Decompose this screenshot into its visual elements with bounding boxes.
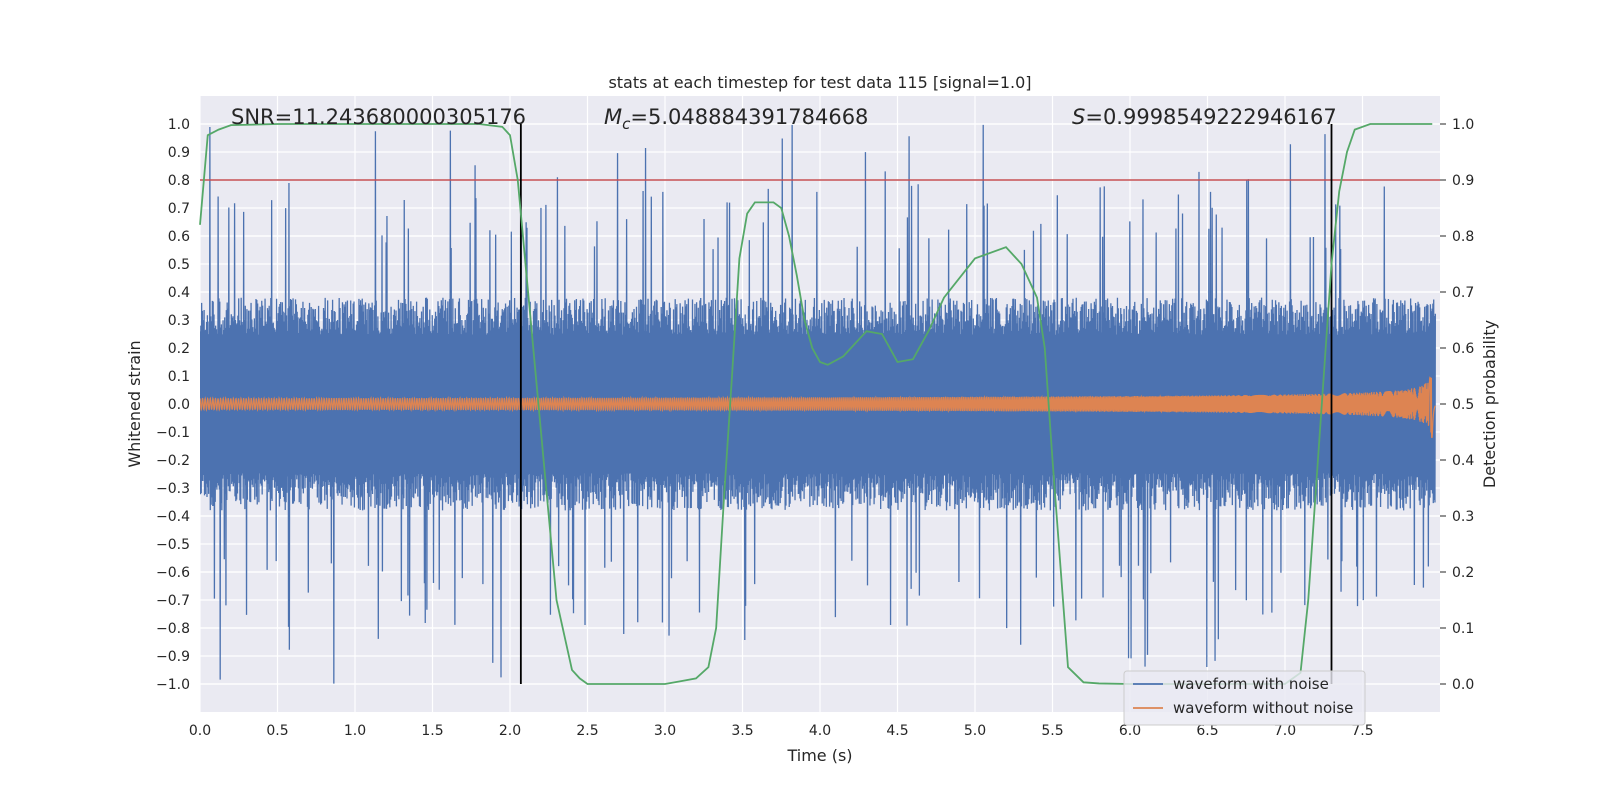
x-tick-label: 4.0 bbox=[809, 723, 831, 739]
y-left-tick-label: −0.5 bbox=[156, 537, 190, 553]
x-tick-label: 0.0 bbox=[189, 723, 211, 739]
y-left-tick-label: 0.5 bbox=[168, 257, 190, 273]
y-left-tick-label: −0.9 bbox=[156, 649, 190, 665]
snr-annotation: SNR=11.243680000305176 bbox=[231, 105, 526, 129]
y-left-tick-labels: 1.0 0.9 0.8 0.7 0.6 0.5 0.4 0.3 0.2 0.1 0.0 −0.1 −0.… bbox=[156, 117, 190, 693]
y-left-axis-label: Whitened strain bbox=[125, 340, 144, 467]
x-tick-label: 1.0 bbox=[344, 723, 366, 739]
y-left-tick-label: −0.7 bbox=[156, 593, 190, 609]
chirp-mass-symbol: M bbox=[604, 105, 622, 129]
x-tick-label: 7.5 bbox=[1351, 723, 1373, 739]
y-right-tick-label: 0.7 bbox=[1452, 285, 1474, 301]
y-left-tick-label: −0.1 bbox=[156, 425, 190, 441]
y-left-tick-label: 1.0 bbox=[168, 117, 190, 133]
y-right-tick-label: 0.1 bbox=[1452, 621, 1474, 637]
x-tick-label: 1.5 bbox=[421, 723, 443, 739]
score-annotation: S=0.9998549222946167 bbox=[1072, 105, 1337, 129]
y-left-tick-label: 0.8 bbox=[168, 173, 190, 189]
x-tick-label: 4.5 bbox=[886, 723, 908, 739]
chirp-mass-annotation: Mc=5.048884391784668 bbox=[604, 105, 868, 133]
x-tick-label: 6.5 bbox=[1196, 723, 1218, 739]
x-tick-label: 0.5 bbox=[266, 723, 288, 739]
y-left-tick-label: −0.2 bbox=[156, 453, 190, 469]
chirp-mass-value: =5.048884391784668 bbox=[630, 105, 868, 129]
x-tick-label: 3.5 bbox=[731, 723, 753, 739]
legend-label-clean: waveform without noise bbox=[1173, 699, 1353, 717]
chart-title: stats at each timestep for test data 115… bbox=[608, 73, 1031, 92]
series-layer bbox=[200, 124, 1436, 684]
y-right-tick-label: 0.3 bbox=[1452, 509, 1474, 525]
y-left-tick-label: −0.8 bbox=[156, 621, 190, 637]
y-right-tick-labels: 1.0 0.9 0.8 0.7 0.6 0.5 0.4 0.3 0.2 0.1 0.0 bbox=[1440, 117, 1474, 693]
y-left-tick-label: 0.3 bbox=[168, 313, 190, 329]
x-tick-label: 5.5 bbox=[1041, 723, 1063, 739]
series-waveform-with-noise bbox=[200, 124, 1436, 684]
legend-label-noise: waveform with noise bbox=[1173, 675, 1329, 693]
series-waveform-without-noise bbox=[200, 376, 1436, 438]
y-right-tick-label: 0.8 bbox=[1452, 229, 1474, 245]
y-right-tick-label: 0.0 bbox=[1452, 677, 1474, 693]
y-left-tick-label: 0.0 bbox=[168, 397, 190, 413]
y-left-tick-label: 0.4 bbox=[168, 285, 190, 301]
y-left-tick-label: −0.4 bbox=[156, 509, 190, 525]
y-left-tick-label: 0.2 bbox=[168, 341, 190, 357]
score-symbol: S bbox=[1072, 105, 1085, 129]
legend-box bbox=[1123, 670, 1366, 726]
y-right-tick-label: 0.4 bbox=[1452, 453, 1474, 469]
y-left-tick-label: 0.1 bbox=[168, 369, 190, 385]
y-left-tick-label: −1.0 bbox=[156, 677, 190, 693]
x-tick-label: 5.0 bbox=[964, 723, 986, 739]
x-axis-label: Time (s) bbox=[786, 746, 852, 765]
y-right-tick-label: 0.5 bbox=[1452, 397, 1474, 413]
x-tick-label: 6.0 bbox=[1119, 723, 1141, 739]
y-left-tick-label: −0.3 bbox=[156, 481, 190, 497]
x-tick-labels: 0.0 0.5 1.0 1.5 2.0 2.5 3.0 3.5 4.0 4.5 5.0 5.5 6.0 6… bbox=[189, 723, 1374, 739]
y-right-axis-label: Detection probability bbox=[1480, 320, 1499, 488]
y-left-tick-label: −0.6 bbox=[156, 565, 190, 581]
x-tick-label: 7.0 bbox=[1274, 723, 1296, 739]
legend: waveform with noise waveform without noi… bbox=[1123, 670, 1366, 726]
y-left-tick-label: 0.9 bbox=[168, 145, 190, 161]
y-left-tick-label: 0.6 bbox=[168, 229, 190, 245]
score-value: =0.9998549222946167 bbox=[1085, 105, 1336, 129]
y-right-tick-label: 0.2 bbox=[1452, 565, 1474, 581]
y-right-tick-label: 0.6 bbox=[1452, 341, 1474, 357]
x-tick-label: 3.0 bbox=[654, 723, 676, 739]
x-tick-label: 2.0 bbox=[499, 723, 521, 739]
y-right-tick-label: 0.9 bbox=[1452, 173, 1474, 189]
x-tick-label: 2.5 bbox=[576, 723, 598, 739]
y-left-tick-label: 0.7 bbox=[168, 201, 190, 217]
chirp-mass-subscript: c bbox=[622, 115, 631, 133]
y-right-tick-label: 1.0 bbox=[1452, 117, 1474, 133]
